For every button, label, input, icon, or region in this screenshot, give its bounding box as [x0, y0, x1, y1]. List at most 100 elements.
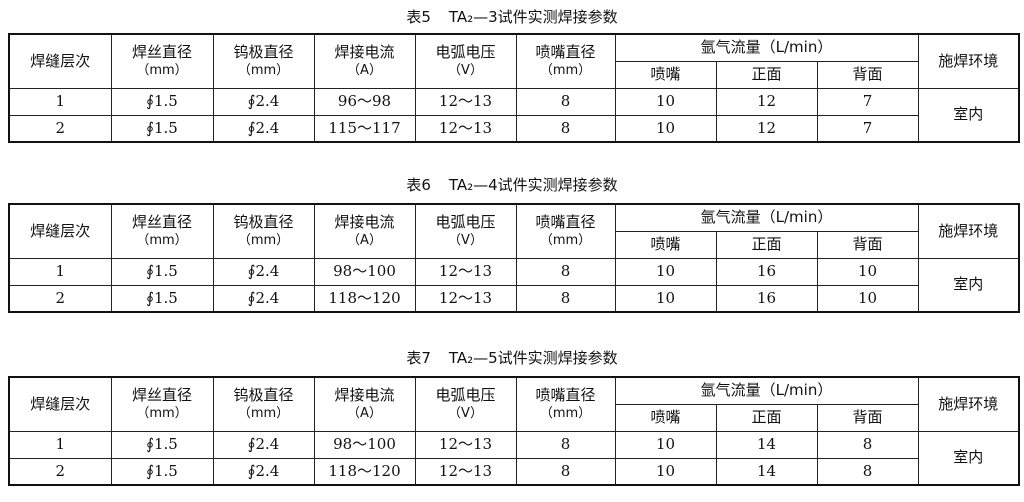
header-nozzle-diameter: 喷嘴直径 （mm）: [515, 376, 616, 432]
header-unit: （A）: [347, 62, 382, 78]
header-label: 电弧电压: [435, 385, 496, 404]
header-argon-flow: 氩气流量（L/min）: [614, 203, 919, 232]
header-unit: （A）: [347, 405, 382, 421]
cell-environment: 室内: [917, 257, 1020, 313]
header-layer: 焊缝层次: [8, 376, 112, 432]
header-label: 焊丝直径: [131, 42, 192, 61]
subheader-row: 喷嘴 正面 背面: [9, 60, 1019, 89]
header-label: 焊丝直径: [131, 212, 192, 231]
header-voltage: 电弧电压 （V）: [414, 33, 517, 89]
cell-layer: 2: [8, 284, 112, 313]
cell-argon-back: 8: [816, 457, 919, 486]
cell-argon-front: 12: [715, 114, 818, 143]
header-wire-diameter: 焊丝直径 （mm）: [110, 376, 214, 432]
cell-electrode: ∮2.4: [212, 430, 315, 459]
table-number: 表7: [406, 349, 431, 367]
header-label: 焊接电流: [334, 42, 395, 61]
cell-argon-nozzle: 10: [614, 87, 717, 116]
header-voltage: 电弧电压 （V）: [414, 203, 517, 259]
header-unit: （mm）: [237, 62, 290, 78]
cell-layer: 1: [8, 257, 112, 286]
cell-wire: ∮1.5: [110, 457, 214, 486]
header-argon-nozzle: 喷嘴: [614, 60, 717, 89]
header-argon-front: 正面: [715, 60, 818, 89]
cell-argon-back: 8: [816, 430, 919, 459]
cell-electrode: ∮2.4: [212, 257, 315, 286]
header-unit: （mm）: [136, 405, 188, 421]
cell-electrode: ∮2.4: [212, 457, 315, 486]
header-label: 钨极直径: [233, 42, 294, 61]
header-wire-diameter: 焊丝直径 （mm）: [110, 33, 214, 89]
cell-argon-back: 7: [816, 114, 919, 143]
cell-wire: ∮1.5: [110, 430, 214, 459]
header-environment: 施焊环境: [917, 203, 1020, 259]
cell-argon-front: 14: [715, 457, 818, 486]
header-label: 喷嘴直径: [535, 385, 596, 404]
cell-argon-back: 7: [816, 87, 919, 116]
cell-layer: 2: [8, 457, 112, 486]
header-current: 焊接电流 （A）: [313, 376, 416, 432]
header-layer: 焊缝层次: [8, 33, 112, 89]
header-voltage: 电弧电压 （V）: [414, 376, 517, 432]
cell-nozzle: 8: [515, 430, 616, 459]
header-unit: （A）: [347, 232, 382, 248]
cell-environment: 室内: [917, 87, 1020, 143]
header-electrode-diameter: 钨极直径 （mm）: [212, 203, 315, 259]
header-label: 电弧电压: [435, 212, 496, 231]
cell-environment: 室内: [917, 430, 1020, 486]
cell-voltage: 12～13: [414, 430, 517, 459]
table-row: 1 ∮1.5 ∮2.4 98～100 12～13 8 10 14 8 室内: [8, 430, 1020, 486]
cell-layer: 1: [8, 430, 112, 459]
table-caption: 表6 TA₂—4试件实测焊接参数: [0, 174, 1024, 195]
cell-argon-nozzle: 10: [614, 257, 717, 286]
cell-argon-back: 10: [816, 257, 919, 286]
header-unit: （mm）: [136, 62, 188, 78]
header-unit: （V）: [448, 62, 483, 78]
header-argon-nozzle: 喷嘴: [614, 403, 717, 432]
table-caption: 表5 TA₂—3试件实测焊接参数: [0, 6, 1024, 27]
cell-argon-front: 16: [715, 257, 818, 286]
cell-wire: ∮1.5: [110, 257, 214, 286]
cell-argon-nozzle: 10: [614, 457, 717, 486]
header-electrode-diameter: 钨极直径 （mm）: [212, 376, 315, 432]
cell-voltage: 12～13: [414, 87, 517, 116]
cell-electrode: ∮2.4: [212, 284, 315, 313]
cell-nozzle: 8: [515, 114, 616, 143]
header-environment: 施焊环境: [917, 376, 1020, 432]
cell-nozzle: 8: [515, 284, 616, 313]
table-row: 1 ∮1.5 ∮2.4 96～98 12～13 8 10 12 7 室内: [8, 87, 1020, 143]
cell-argon-nozzle: 10: [614, 430, 717, 459]
table-row: 2 ∮1.5 ∮2.4 118～120 12～13 8 10 14 8: [8, 457, 1019, 486]
cell-nozzle: 8: [515, 457, 616, 486]
header-label: 焊接电流: [334, 212, 395, 231]
header-argon-flow: 氩气流量（L/min）: [614, 33, 919, 62]
header-argon-flow: 氩气流量（L/min）: [614, 376, 919, 405]
cell-argon-front: 16: [715, 284, 818, 313]
header-row: 焊缝层次 焊丝直径 （mm） 钨极直径 （mm） 焊接电流 （A） 电弧电压 （V） 喷…: [8, 203, 1020, 259]
header-nozzle-diameter: 喷嘴直径 （mm）: [515, 33, 616, 89]
cell-argon-front: 14: [715, 430, 818, 459]
cell-voltage: 12～13: [414, 257, 517, 286]
cell-nozzle: 8: [515, 87, 616, 116]
header-label: 焊丝直径: [131, 385, 192, 404]
header-label: 钨极直径: [233, 212, 294, 231]
header-row: 焊缝层次 焊丝直径 （mm） 钨极直径 （mm） 焊接电流 （A） 电弧电压 （V） 喷…: [8, 33, 1020, 89]
cell-argon-front: 12: [715, 87, 818, 116]
cell-current: 98～100: [313, 257, 416, 286]
header-unit: （mm）: [539, 62, 592, 78]
header-label: 喷嘴直径: [535, 42, 596, 61]
header-label: 焊接电流: [334, 385, 395, 404]
header-current: 焊接电流 （A）: [313, 33, 416, 89]
cell-voltage: 12～13: [414, 114, 517, 143]
header-environment: 施焊环境: [917, 33, 1020, 89]
table-row: 2 ∮1.5 ∮2.4 118～120 12～13 8 10 16 10: [8, 284, 1019, 313]
table-title: TA₂—3试件实测焊接参数: [448, 8, 618, 26]
cell-wire: ∮1.5: [110, 87, 214, 116]
cell-current: 115～117: [313, 114, 416, 143]
table-title: TA₂—5试件实测焊接参数: [448, 349, 618, 367]
header-unit: （V）: [448, 232, 483, 248]
table-number: 表6: [406, 176, 431, 194]
cell-layer: 1: [8, 87, 112, 116]
cell-nozzle: 8: [515, 257, 616, 286]
cell-current: 98～100: [313, 430, 416, 459]
